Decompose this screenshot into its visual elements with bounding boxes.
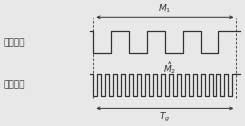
Text: $M_1$: $M_1$	[158, 2, 172, 15]
Text: $T_g$: $T_g$	[159, 111, 171, 124]
Text: 测速脉冲: 测速脉冲	[4, 39, 25, 48]
Text: 时钟脉冲: 时钟脉冲	[4, 81, 25, 90]
Text: $M_2$: $M_2$	[163, 64, 176, 76]
